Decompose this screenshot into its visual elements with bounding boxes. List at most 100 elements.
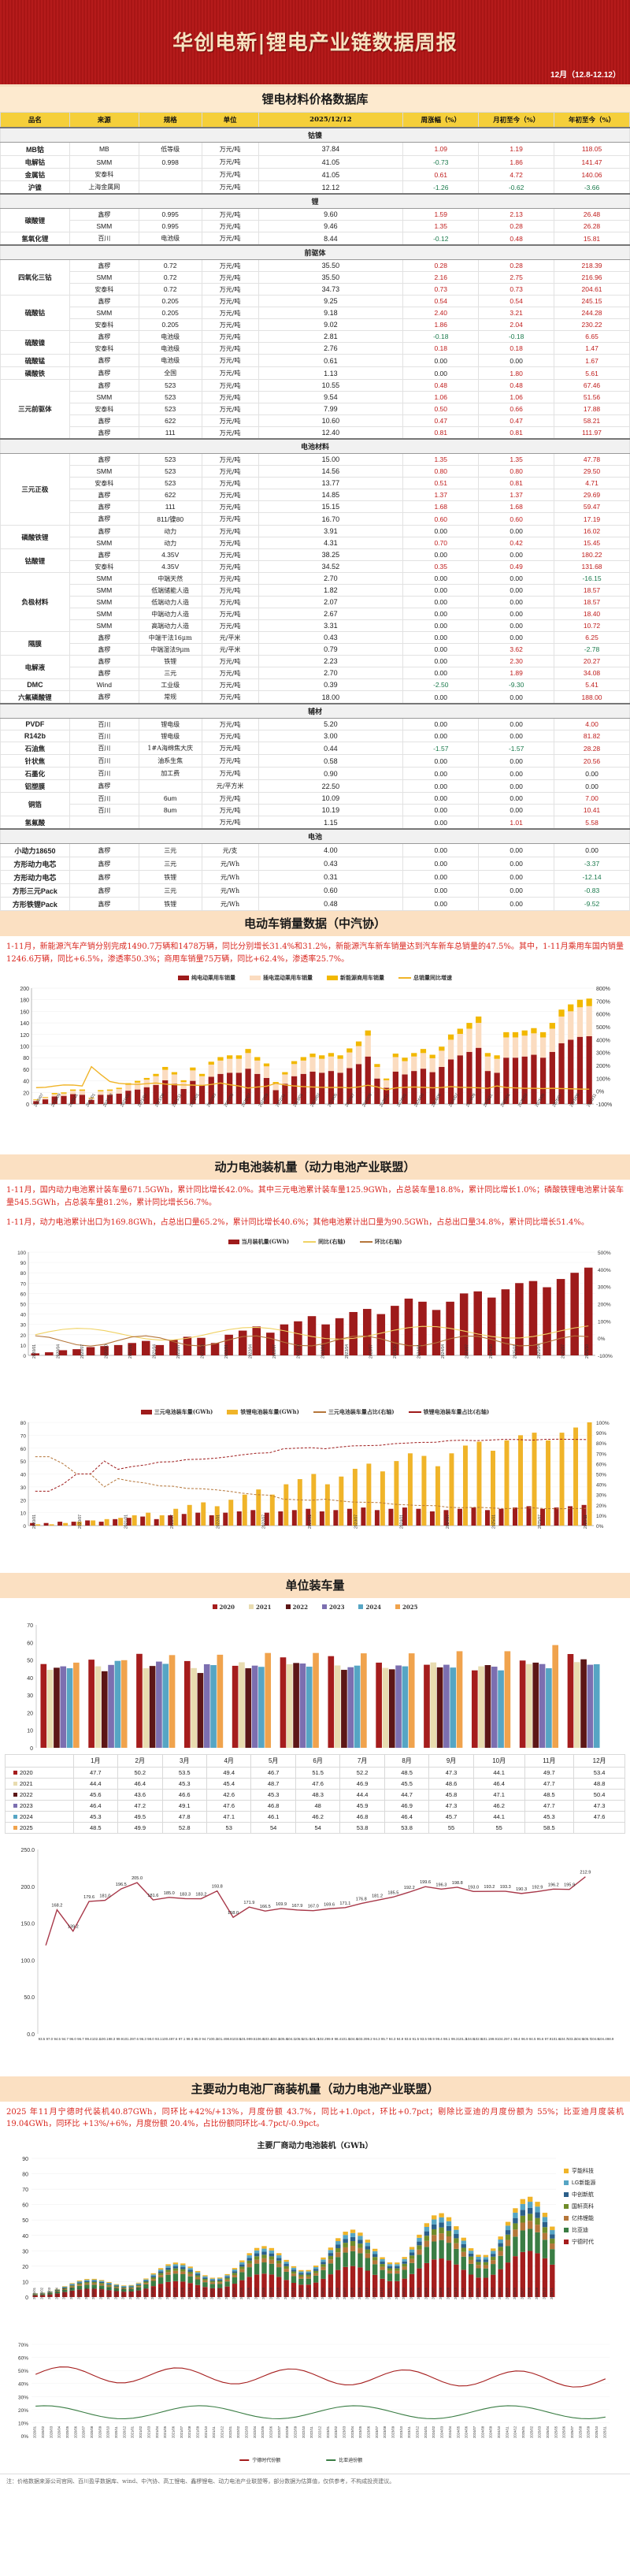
price-row-ytd: 6.65: [554, 330, 630, 343]
price-row-unit: 万元/吨: [201, 283, 259, 296]
price-row-weekly: 0.00: [402, 897, 480, 911]
price-row-source: 安泰科: [69, 477, 139, 489]
price-row-mtd: 1.19: [478, 142, 555, 156]
price-row-name: 石墨化: [0, 767, 70, 780]
price-row-source: 百川: [69, 754, 139, 768]
bottom-data-label: 104.8: [591, 2037, 600, 2041]
data-point-label: 171.9: [243, 1901, 254, 1905]
legend-label: 比亚迪份额: [339, 2457, 362, 2463]
price-row-mtd: 0.00: [478, 690, 555, 704]
legend-swatch: [327, 976, 338, 980]
svg-text:50: 50: [27, 1658, 33, 1663]
price-row-weekly: 0.00: [402, 690, 480, 704]
bottom-data-label: 101.0: [310, 2037, 320, 2041]
price-row-ytd: 20.56: [554, 754, 630, 768]
table-row: 针状焦 百川 油系生焦 万元/吨 0.58 0.00 0.00 20.56: [0, 754, 630, 768]
price-section-title: 锂电材料价格数据库: [0, 87, 630, 112]
price-row-unit: 万元/吨: [201, 232, 259, 246]
price-row-source: 安泰科: [69, 283, 139, 296]
price-row-value: 2.70: [258, 572, 404, 585]
price-row-weekly: 2.40: [402, 307, 480, 319]
price-row-ytd: 5.58: [554, 816, 630, 830]
unit-table-cell: 53.4: [573, 1766, 625, 1779]
price-row-ytd: 1.47: [554, 342, 630, 355]
price-row-unit: 万元/吨: [201, 453, 259, 466]
price-row-mtd: 0.73: [478, 283, 555, 296]
price-row-ytd: 26.28: [554, 220, 630, 232]
unit-table-cell: 47.8: [161, 1810, 207, 1823]
price-row-spec: 8um: [138, 804, 202, 816]
svg-text:120: 120: [20, 1033, 29, 1039]
price-row-source: 鑫椤: [69, 295, 139, 307]
price-row-spec: 电池级: [138, 330, 202, 343]
svg-text:30%: 30%: [596, 1492, 606, 1498]
legend-swatch: [285, 1604, 291, 1609]
price-row-ytd: 4.71: [554, 477, 630, 489]
price-row-name: 硫酸钴: [0, 295, 70, 331]
x-axis-label: 2023/09: [358, 2287, 361, 2299]
bottom-data-label: 99.5: [249, 2037, 256, 2041]
unit-table-cell: 45.3: [524, 1810, 575, 1823]
price-row-ytd: 18.57: [554, 584, 630, 597]
legend-label: 2022: [292, 1603, 308, 1611]
price-row-spec: 0.998: [138, 155, 202, 169]
price-row-unit: 元/支: [201, 843, 259, 857]
price-row-spec: 523: [138, 453, 202, 466]
x-axis-label: 2023/05: [358, 2425, 362, 2438]
price-row-unit: 万元/吨: [201, 500, 259, 513]
price-row-spec: 523: [138, 391, 202, 403]
x-axis-label: 2023/04: [345, 1344, 350, 1358]
table-row: 安泰科 523 万元/吨 13.77 0.51 0.81 4.71: [1, 477, 630, 489]
bottom-data-label: 96.9: [521, 2037, 528, 2041]
x-axis-label: 2022/04: [249, 1344, 254, 1358]
data-point-label: 181.0: [99, 1894, 110, 1898]
unit-table-cell: 50.2: [117, 1766, 163, 1779]
price-row-name: 小动力18650: [0, 843, 70, 857]
bottom-data-label: 104.7: [559, 2037, 569, 2041]
price-row-ytd: 59.47: [554, 500, 630, 513]
bottom-data-label: 104.4: [598, 2037, 608, 2041]
legend-label: 中创新航: [572, 2191, 594, 2198]
bottom-data-label: 102.2: [318, 2037, 328, 2041]
svg-text:20: 20: [23, 1091, 29, 1096]
table-row: 2025 48.5 49.9 52.8 53 54 54 53.8 53.8 55 55 58.5: [5, 1821, 625, 1834]
price-row-spec: 三元: [138, 667, 202, 679]
x-axis-label: 2023/06: [335, 2287, 339, 2299]
price-row-unit: 万元/吨: [201, 512, 259, 526]
table-row: 安泰科 523 万元/吨 7.99 0.50 0.66 17.88: [1, 403, 630, 415]
price-row-spec: 1#A海绵焦大庆: [138, 742, 202, 755]
price-row-source: 鑫椤: [69, 857, 139, 871]
price-row-unit: 万元/吨: [201, 318, 259, 331]
price-row-mtd: 0.00: [478, 870, 555, 884]
price-row-value: 0.39: [258, 678, 404, 691]
price-row-spec: 铁锂: [138, 870, 202, 884]
svg-text:150.0: 150.0: [20, 1921, 35, 1927]
price-row-name: 方形动力电芯: [0, 857, 70, 871]
bottom-data-label: 100.2: [209, 2037, 218, 2041]
x-axis-label: 2025/10: [585, 1344, 590, 1358]
price-row-value: 1.15: [258, 816, 404, 830]
price-row-ytd: 34.08: [554, 667, 630, 679]
price-row-weekly: 0.00: [402, 643, 480, 656]
svg-text:70%: 70%: [18, 2343, 28, 2348]
x-axis-label: 2024/12: [469, 2287, 472, 2299]
svg-text:40: 40: [27, 1675, 33, 1681]
price-row-name: 针状焦: [0, 754, 70, 768]
legend-item: 三元电池装车量占比(右轴): [313, 1408, 395, 1416]
price-row-source: Wind: [69, 678, 139, 691]
unit-table-cell: 46.4: [384, 1810, 430, 1823]
svg-text:0: 0: [23, 1524, 26, 1530]
x-axis-label: 2020/07: [82, 2425, 86, 2438]
price-row-name: 金属钴: [0, 168, 70, 181]
price-row-unit: 万元/吨: [201, 403, 259, 415]
price-group-row: 电池材料: [0, 438, 630, 454]
price-row-value: 15.00: [258, 453, 404, 466]
unit-table-cell: 45.3: [72, 1810, 119, 1823]
svg-text:0: 0: [26, 1102, 29, 1108]
bottom-data-label: 93.6: [405, 2037, 412, 2041]
price-row-name: R142b: [0, 730, 70, 742]
x-axis-label: 2020/10: [106, 2425, 110, 2438]
battery-install-svg: 0 10 20 30 40 50 60 70 80 90 100 -100% 0% 100% 200% 300…: [17, 1251, 613, 1359]
price-row-value: 41.05: [258, 168, 404, 181]
table-row: 六氟磷酸锂 鑫椤 常规 万元/吨 18.00 0.00 0.00 188.00: [0, 690, 630, 704]
